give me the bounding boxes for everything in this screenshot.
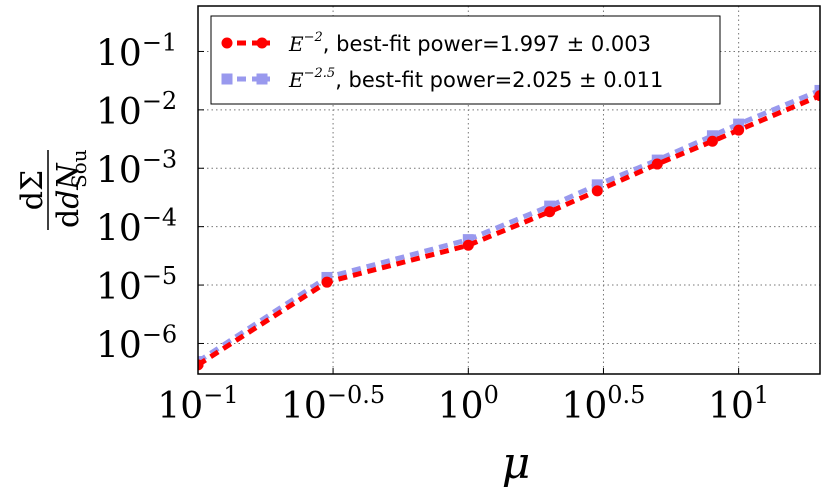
y-tick-label: 10−1	[96, 28, 177, 74]
y-tick-label: 10−3	[96, 145, 177, 191]
legend: E−2, best-fit power=1.997 ± 0.003 E−2.5, …	[210, 15, 721, 105]
data-point	[544, 206, 556, 218]
y-axis-label-denominator: ddN	[51, 162, 86, 228]
data-point	[591, 185, 603, 197]
data-point	[591, 179, 603, 191]
legend-label: E−2.5, best-fit power=2.025 ± 0.011	[288, 66, 663, 92]
data-series	[198, 84, 820, 371]
data-point	[198, 359, 204, 371]
y-axis-label-numerator: dΣ	[15, 170, 50, 210]
y-tick-label: 10−2	[96, 87, 177, 133]
legend-entry: E−2.5, best-fit power=2.025 ± 0.011	[221, 66, 663, 92]
legend-marker	[221, 73, 233, 85]
data-point	[544, 200, 556, 212]
data-point	[462, 234, 474, 246]
x-tick-label: 101	[708, 381, 769, 427]
legend-marker	[221, 37, 233, 49]
grid-lines	[197, 6, 820, 374]
data-point	[733, 118, 745, 130]
x-tick-label: 100.5	[561, 381, 645, 427]
legend-marker	[256, 37, 268, 49]
y-tick-label: 10−6	[96, 320, 177, 366]
x-tick-label: 10−0.5	[281, 381, 385, 427]
y-tick-labels: 10−6 10−5 10−4 10−3 10−2 10−1	[96, 28, 204, 366]
plot-frame	[197, 5, 821, 375]
y-tick-label: 10−5	[96, 262, 177, 308]
series-line	[198, 88, 820, 364]
data-point	[814, 90, 820, 102]
y-tick-label: 10−4	[96, 204, 177, 250]
series-e-minus-2	[198, 90, 820, 371]
x-tick-label: 100	[438, 381, 499, 427]
legend-marker	[256, 73, 268, 85]
legend-label: E−2, best-fit power=1.997 ± 0.003	[288, 30, 651, 56]
series-e-minus-2-5	[198, 84, 820, 368]
data-point	[462, 239, 474, 251]
legend-box	[210, 15, 721, 105]
data-point	[651, 158, 663, 170]
y-axis-label: dΣ ddN Sou	[15, 149, 91, 230]
x-tick-label: 10−1	[157, 381, 238, 427]
x-tick-labels: 10−1 10−0.5 100 100.5 101	[157, 368, 769, 427]
data-point	[814, 84, 820, 96]
y-axis-label-denominator-sub: Sou	[67, 149, 91, 188]
x-axis-label: μ	[502, 438, 531, 489]
data-point	[733, 124, 745, 136]
data-point	[321, 276, 333, 288]
legend-entry: E−2, best-fit power=1.997 ± 0.003	[221, 30, 651, 56]
data-point	[706, 135, 718, 147]
series-line	[198, 93, 820, 367]
